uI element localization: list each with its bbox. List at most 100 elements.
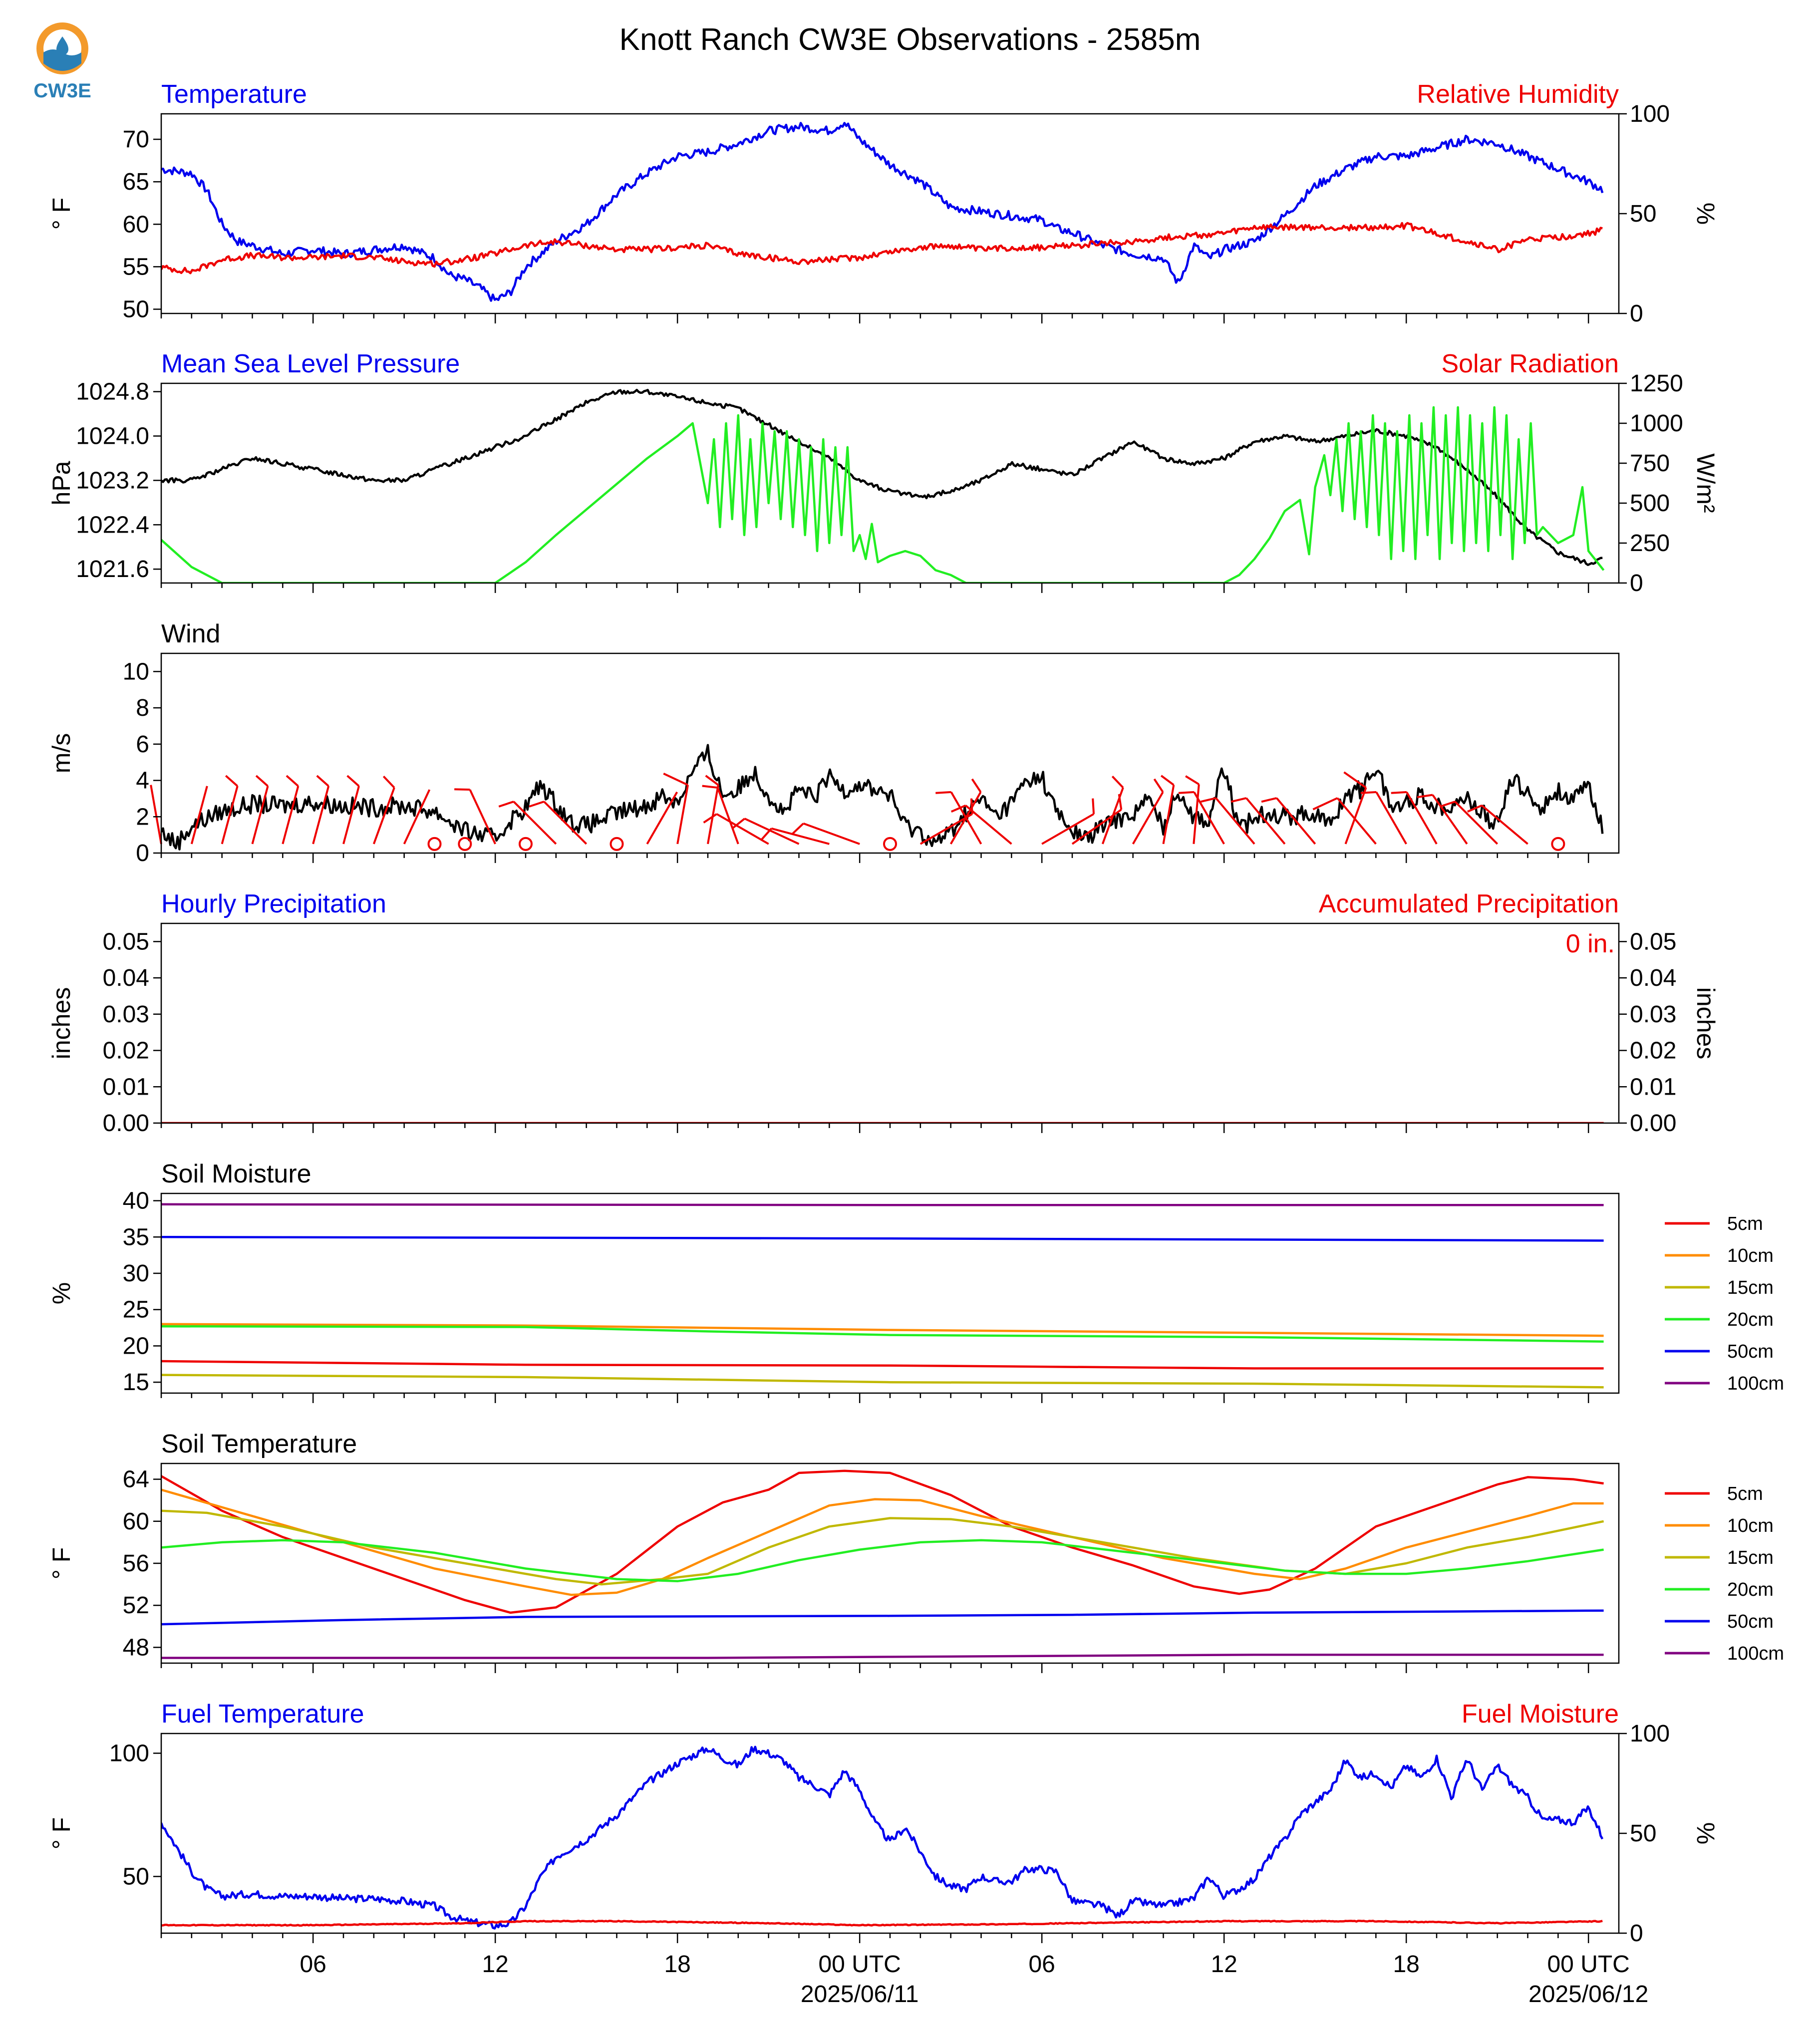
series-group bbox=[161, 122, 1604, 302]
series-line-50cm bbox=[161, 1236, 1604, 1242]
y-tick-label-right: 250 bbox=[1630, 530, 1670, 557]
panel-title-left: Fuel Temperature bbox=[161, 1700, 364, 1729]
y-axis-left: 1021.6 1022.4 1023.2 1024.0 1024.8 bbox=[76, 379, 161, 582]
wind-barb bbox=[950, 804, 1012, 845]
panel-frame bbox=[160, 652, 1620, 854]
y-axis-right: 0 50 100 bbox=[1619, 101, 1670, 327]
x-tick-label: 00 UTC bbox=[1547, 1951, 1629, 1978]
series-line-20cm bbox=[161, 1539, 1604, 1583]
series-line-50cm bbox=[161, 1609, 1604, 1626]
series-group bbox=[161, 1203, 1604, 1389]
wind-barb bbox=[1391, 791, 1438, 845]
wind-barb bbox=[221, 775, 239, 845]
y-tick-label: 0.03 bbox=[103, 1001, 149, 1028]
wind-barb-calm bbox=[1551, 837, 1565, 851]
wind-barb bbox=[1261, 797, 1316, 845]
wind-barb bbox=[1101, 775, 1124, 845]
panel-frame bbox=[160, 922, 1620, 1124]
cw3e-logo: CW3E bbox=[33, 22, 91, 102]
legend-label: 100cm bbox=[1727, 1643, 1784, 1664]
y-tick-label: 0.01 bbox=[103, 1074, 149, 1100]
y-axis-left: 0.00 0.01 0.02 0.03 0.04 0.05 bbox=[103, 928, 161, 1137]
y-tick-label: 100 bbox=[109, 1740, 149, 1767]
y-axis-right: 0.00 0.01 0.02 0.03 0.04 0.05 bbox=[1619, 928, 1676, 1137]
wind-barb bbox=[1161, 775, 1175, 845]
panel-title-left: Mean Sea Level Pressure bbox=[161, 349, 460, 378]
y-tick-label-right: 100 bbox=[1630, 1721, 1670, 1747]
series-line-20cm bbox=[161, 1325, 1604, 1343]
wind-barb bbox=[791, 822, 860, 845]
wind-barb bbox=[342, 775, 360, 845]
wind-barb bbox=[1343, 771, 1367, 845]
y-tick-label: 1022.4 bbox=[76, 512, 149, 538]
legend-label: 20cm bbox=[1727, 1309, 1774, 1330]
wind-barb bbox=[646, 791, 678, 845]
y-axis-label-right: W/m² bbox=[1692, 453, 1720, 513]
wind-barb-calm bbox=[458, 837, 472, 851]
y-tick-label: 25 bbox=[123, 1297, 149, 1323]
panel-frame bbox=[160, 113, 1620, 314]
series-line-10cm bbox=[161, 1488, 1604, 1596]
wind-barb bbox=[454, 788, 496, 845]
y-tick-label: 1024.8 bbox=[76, 379, 149, 405]
y-tick-label-right: 500 bbox=[1630, 490, 1670, 517]
y-axis-left: 0 2 4 6 8 10 bbox=[123, 658, 161, 867]
panel-title-right: Fuel Moisture bbox=[1462, 1700, 1619, 1729]
wind-barb bbox=[1230, 797, 1286, 845]
panel-title-left: Soil Moisture bbox=[161, 1159, 311, 1188]
y-tick-label: 64 bbox=[123, 1466, 149, 1493]
y-tick-label: 30 bbox=[123, 1260, 149, 1287]
x-tick-label: 12 bbox=[482, 1951, 508, 1978]
y-axis-label-right: % bbox=[1692, 1822, 1720, 1844]
y-tick-label: 0.04 bbox=[103, 965, 149, 991]
y-axis-label: % bbox=[47, 1282, 75, 1304]
y-tick-label: 50 bbox=[123, 296, 149, 322]
panel-title-right: Relative Humidity bbox=[1417, 80, 1619, 109]
series-line-10cm bbox=[161, 1323, 1604, 1337]
y-tick-label: 20 bbox=[123, 1333, 149, 1359]
y-tick-label-right: 0.01 bbox=[1630, 1074, 1676, 1100]
panel-soil_moisture: Soil Moisture 15 20 25 30 35 40% 5cm 10cm 15cm 20c… bbox=[47, 1159, 1784, 1403]
x-tick-label: 06 bbox=[1028, 1951, 1055, 1978]
y-tick-label: 0 bbox=[136, 840, 149, 867]
y-tick-label: 0.02 bbox=[103, 1038, 149, 1064]
wind-barb-calm bbox=[883, 837, 897, 851]
series-line-green bbox=[161, 406, 1605, 583]
y-tick-label: 6 bbox=[136, 731, 149, 758]
y-axis-left: 48 52 56 60 64 bbox=[123, 1466, 161, 1661]
y-tick-label-right: 0 bbox=[1630, 1920, 1643, 1947]
x-axis bbox=[160, 313, 1589, 323]
wind-barb bbox=[1185, 775, 1200, 844]
legend-label: 10cm bbox=[1727, 1245, 1774, 1266]
wind-barb bbox=[372, 775, 395, 845]
panel-soil_temperature: Soil Temperature 48 52 56 60 64 ° F 5cm 10cm 15cm… bbox=[47, 1430, 1784, 1673]
series-line-5cm bbox=[161, 1360, 1604, 1370]
y-tick-label: 8 bbox=[136, 695, 149, 721]
y-tick-label: 1024.0 bbox=[76, 423, 149, 450]
wind-barb bbox=[190, 786, 208, 845]
x-tick-label: 18 bbox=[664, 1951, 690, 1978]
legend-label: 10cm bbox=[1727, 1515, 1774, 1536]
y-tick-label-right: 50 bbox=[1630, 201, 1656, 227]
y-tick-label: 15 bbox=[123, 1369, 149, 1396]
x-axis bbox=[160, 1393, 1589, 1403]
wind-barb bbox=[663, 773, 689, 845]
y-tick-label: 70 bbox=[123, 126, 149, 153]
wind-barb bbox=[1417, 794, 1468, 845]
y-axis-label: ° F bbox=[47, 198, 75, 230]
y-tick-label: 65 bbox=[123, 169, 149, 195]
y-tick-label-right: 0.03 bbox=[1630, 1001, 1676, 1028]
y-tick-label-right: 0.02 bbox=[1630, 1038, 1676, 1064]
legend-label: 5cm bbox=[1727, 1483, 1763, 1504]
series-line-5cm bbox=[161, 1469, 1604, 1614]
wind-barb bbox=[150, 785, 162, 845]
figure-title: Knott Ranch CW3E Observations - 2585m bbox=[619, 22, 1201, 57]
wind-barb bbox=[403, 789, 431, 845]
legend-label: 15cm bbox=[1727, 1547, 1774, 1568]
y-tick-label: 1021.6 bbox=[76, 556, 149, 582]
wind-barb bbox=[498, 801, 557, 845]
wind-barbs bbox=[150, 771, 1565, 851]
legend-label: 15cm bbox=[1727, 1277, 1774, 1298]
wind-barb-calm bbox=[519, 837, 533, 851]
